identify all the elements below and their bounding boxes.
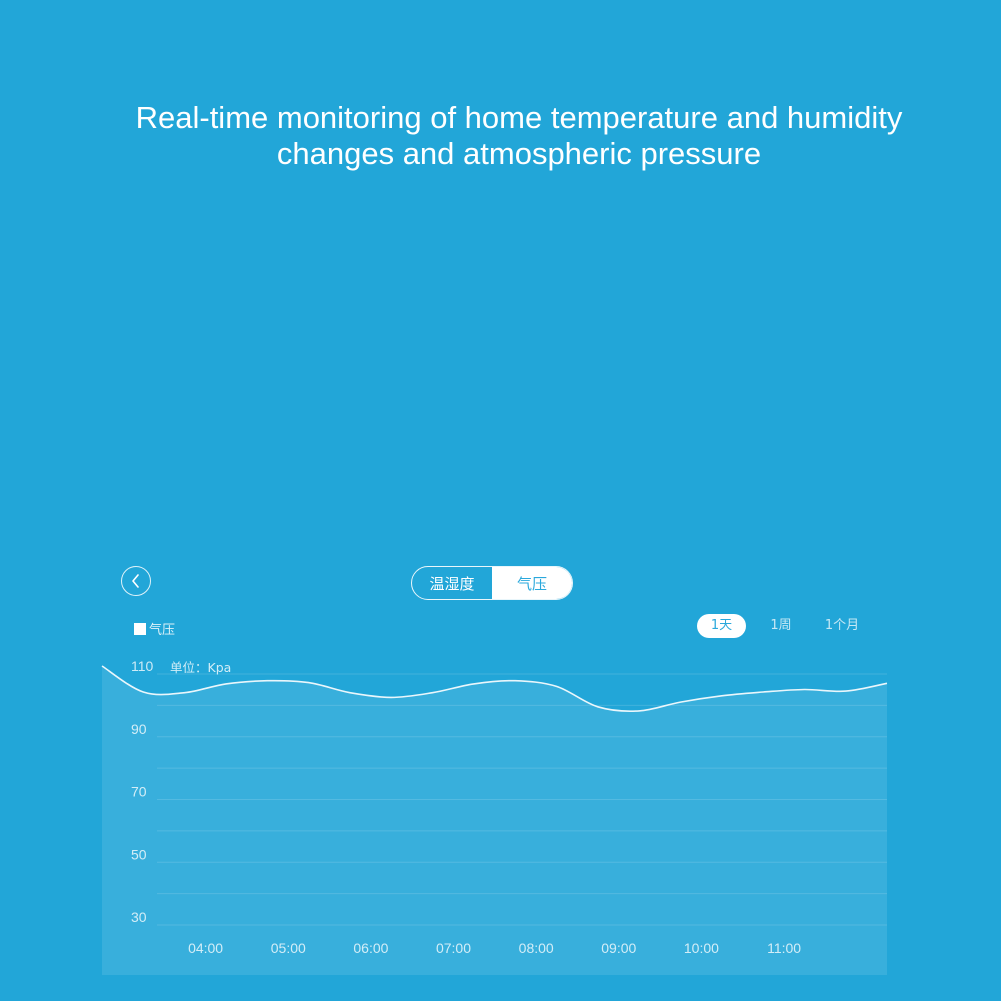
range-tabs: 1天 1周 1个月 (697, 614, 867, 638)
legend: 气压 (134, 619, 175, 638)
headline-line-2: changes and atmospheric pressure (276, 136, 762, 171)
y-tick-label: 70 (131, 784, 147, 800)
back-button[interactable] (121, 566, 151, 596)
y-tick-label: 50 (131, 846, 147, 862)
range-tab-week[interactable]: 1周 (770, 618, 792, 633)
view-tabs: 温湿度 气压 (411, 566, 573, 600)
series-area (102, 666, 887, 975)
chevron-left-icon (132, 574, 139, 588)
x-tick-label: 11:00 (767, 940, 801, 956)
legend-swatch (134, 622, 146, 635)
series-line (101, 665, 888, 712)
unit-label: 单位：Kpa (170, 660, 232, 675)
tab-temperature-humidity[interactable]: 温湿度 (429, 574, 475, 593)
x-tick-label: 08:00 (519, 940, 554, 956)
x-tick-label: 09:00 (601, 940, 636, 956)
range-tab-day[interactable]: 1天 (697, 614, 746, 638)
x-tick-label: 05:00 (271, 940, 306, 956)
range-tab-month[interactable]: 1个月 (824, 618, 860, 633)
headline: Real-time monitoring of home temperature… (0, 100, 1001, 172)
x-tick-label: 10:00 (684, 940, 719, 956)
y-tick-label: 110 (131, 658, 154, 674)
x-tick-label: 07:00 (436, 940, 471, 956)
y-tick-label: 90 (131, 721, 147, 737)
y-tick-label: 30 (131, 909, 147, 925)
x-tick-label: 06:00 (353, 940, 388, 956)
headline-line-1: Real-time monitoring of home temperature… (135, 100, 903, 135)
tab-pressure[interactable]: 气压 (492, 567, 572, 599)
x-tick-label: 04:00 (188, 940, 223, 956)
legend-label: 气压 (149, 623, 176, 638)
